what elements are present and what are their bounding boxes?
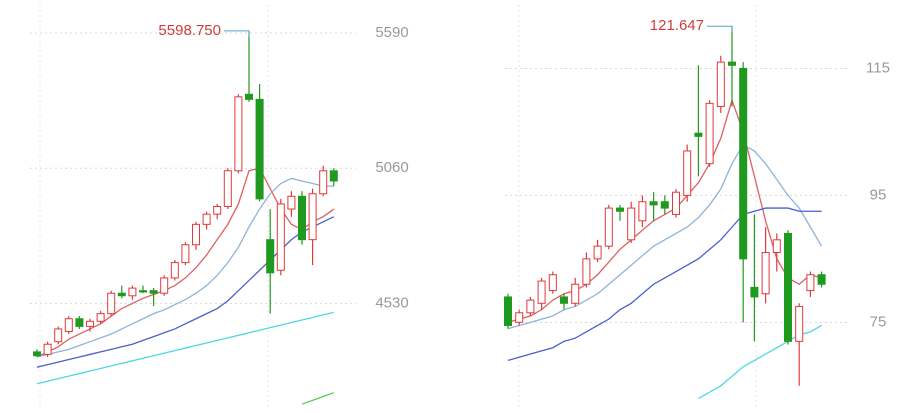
candle-body	[739, 67, 748, 260]
candle-body	[593, 245, 602, 260]
candle-body	[571, 283, 580, 304]
y-tick-label: 75	[870, 313, 887, 330]
candle-body	[716, 61, 725, 108]
candle-body	[298, 195, 306, 241]
candle-body	[202, 213, 211, 225]
candle-body	[705, 102, 714, 165]
y-tick-label: 4530	[375, 294, 408, 311]
candle-body	[582, 258, 591, 285]
ma-line	[507, 143, 823, 330]
candle-body	[683, 150, 692, 196]
ma-line	[36, 177, 334, 358]
candle-body	[96, 313, 105, 322]
candle-body	[537, 280, 546, 304]
candle-body	[649, 201, 658, 206]
candle-body	[255, 98, 264, 200]
ma-line	[36, 311, 334, 385]
candle-body	[117, 292, 126, 297]
y-tick-label: 95	[870, 186, 887, 203]
candle-body	[170, 262, 179, 279]
y-tick-label: 5060	[375, 159, 408, 176]
max-label: 5598.750	[158, 22, 221, 39]
candle-body	[308, 193, 317, 241]
candle-body	[266, 239, 275, 274]
candle-body	[515, 312, 524, 323]
candle-body	[287, 195, 296, 210]
candle-body	[33, 351, 41, 357]
candle-body	[660, 201, 669, 209]
candle-body	[329, 170, 338, 182]
max-pointer	[707, 25, 733, 33]
candle-body	[548, 274, 557, 292]
ma-line	[301, 392, 335, 405]
candle-body	[43, 343, 52, 355]
candle-body	[504, 296, 512, 326]
candle-body	[75, 318, 84, 327]
candle-body	[806, 274, 815, 292]
candle-body	[817, 274, 826, 285]
max-label: 121.647	[650, 17, 704, 34]
max-pointer	[224, 30, 250, 37]
candle-body	[627, 207, 636, 241]
candle-body	[750, 286, 759, 298]
y-tick-label: 115	[866, 59, 890, 76]
candle-body	[128, 287, 137, 297]
candle-body	[772, 239, 781, 254]
candle-body	[86, 320, 94, 327]
candle-body	[526, 299, 535, 314]
candle-body	[560, 296, 568, 304]
ma-line	[507, 207, 822, 362]
y-tick-label: 5590	[375, 24, 408, 41]
candle-body	[784, 232, 792, 342]
candle-body	[192, 223, 200, 246]
candle-body	[223, 170, 232, 207]
candle-body	[761, 252, 770, 295]
candle-body	[160, 277, 169, 294]
candle-body	[319, 170, 328, 195]
candle-body	[213, 206, 222, 215]
candle-body	[276, 203, 285, 271]
candle-body	[728, 61, 736, 66]
candle-body	[149, 290, 158, 294]
candle-body	[139, 290, 147, 293]
candle-body	[604, 207, 613, 247]
candle-body	[795, 305, 804, 342]
candle-body	[245, 93, 253, 100]
candle-body	[234, 96, 243, 172]
candle-body	[181, 244, 190, 264]
candle-body	[694, 132, 703, 137]
candle-body	[64, 318, 73, 332]
candle-body	[638, 201, 647, 222]
candle-body	[672, 191, 680, 215]
candle-body	[54, 328, 63, 343]
candle-body	[107, 292, 116, 315]
candle-body	[616, 207, 624, 212]
